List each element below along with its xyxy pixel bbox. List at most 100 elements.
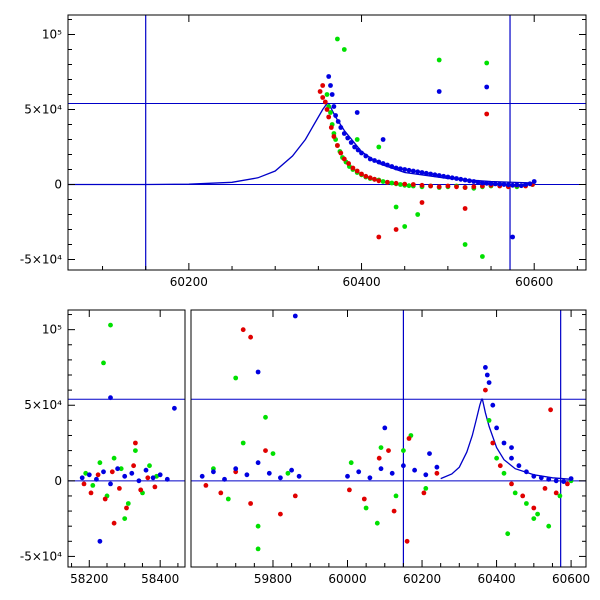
data-point-green: [97, 460, 103, 466]
data-point-blue: [510, 234, 515, 240]
data-point-blue: [510, 182, 515, 188]
data-point-blue: [380, 137, 386, 142]
data-point-blue: [376, 159, 382, 165]
data-point-blue: [553, 478, 559, 484]
data-point-blue: [483, 365, 488, 370]
axes-frame: [67, 309, 186, 568]
data-point-blue: [348, 140, 354, 145]
data-point-red: [320, 95, 326, 100]
data-point-green: [415, 212, 421, 217]
data-point-green: [462, 242, 468, 247]
data-point-blue: [143, 467, 149, 473]
plot-area: [68, 322, 185, 544]
data-point-blue: [475, 179, 481, 185]
data-point-red: [320, 83, 326, 88]
data-point-green: [436, 57, 442, 63]
data-point-red: [331, 134, 337, 139]
y-tick-label: 0: [54, 474, 62, 488]
data-point-red: [462, 185, 468, 190]
data-point-red: [328, 125, 334, 130]
axes-frame: [67, 14, 587, 271]
data-point-green: [133, 448, 138, 453]
data-point-red: [248, 501, 254, 506]
data-point-red: [218, 490, 224, 496]
data-point-green: [423, 486, 429, 491]
data-point-blue: [402, 167, 408, 172]
data-point-blue: [380, 161, 386, 166]
data-point-red: [471, 184, 477, 190]
y-tick-label: -5×10⁴: [20, 549, 62, 563]
data-point-blue: [97, 538, 103, 544]
data-point-red: [124, 505, 129, 511]
data-point-green: [402, 224, 408, 229]
data-point-blue: [492, 181, 498, 187]
data-point-blue: [484, 84, 490, 90]
data-point-red: [317, 89, 323, 94]
data-point-red: [445, 183, 451, 189]
data-point-green: [531, 516, 537, 521]
data-point-blue: [527, 181, 533, 187]
data-point-blue: [480, 180, 485, 186]
data-point-blue: [356, 469, 362, 475]
data-point-green: [90, 483, 96, 488]
data-point-red: [363, 173, 369, 179]
data-point-blue: [389, 164, 395, 169]
data-point-blue: [335, 119, 341, 124]
data-point-blue: [328, 83, 333, 88]
data-point-blue: [367, 156, 373, 162]
data-point-blue: [372, 158, 377, 163]
axes-frame: [190, 309, 587, 568]
data-point-red: [322, 99, 328, 105]
data-point-blue: [454, 176, 459, 181]
data-point-blue: [94, 476, 99, 482]
data-point-green: [335, 36, 340, 42]
data-point-blue: [568, 476, 574, 481]
data-point-green: [376, 144, 382, 150]
data-point-red: [434, 470, 440, 476]
data-point-red: [95, 472, 101, 478]
data-point-blue: [428, 171, 433, 177]
data-point-blue: [462, 177, 468, 183]
model-curve: [68, 102, 535, 186]
data-point-blue: [341, 131, 347, 136]
data-point-blue: [410, 168, 416, 174]
data-point-red: [386, 448, 391, 453]
data-point-blue: [345, 135, 351, 141]
data-point-blue: [150, 475, 156, 481]
data-point-blue: [359, 150, 364, 156]
data-point-blue: [338, 125, 344, 130]
data-point-red: [354, 168, 360, 174]
axes-segment: [67, 309, 186, 568]
data-point-green: [505, 531, 511, 537]
data-point-blue: [494, 425, 499, 431]
data-point-green: [255, 546, 261, 552]
data-point-red: [347, 487, 352, 493]
data-point-red: [248, 334, 254, 340]
data-point-blue: [398, 166, 403, 172]
data-point-blue: [255, 369, 261, 375]
data-point-red: [454, 184, 459, 190]
data-point-red: [393, 180, 399, 186]
bottom-panel: 58200 58400 59800 60000 60200 60400 60600 -5×10…: [20, 309, 590, 586]
data-point-blue: [222, 476, 227, 482]
data-point-red: [376, 234, 382, 240]
data-point-red: [376, 455, 382, 461]
data-point-green: [480, 254, 485, 259]
data-point-green: [122, 516, 128, 521]
data-point-blue: [509, 445, 514, 450]
data-point-green: [341, 47, 347, 52]
data-point-blue: [136, 478, 142, 484]
data-point-blue: [292, 313, 298, 319]
x-tick-label: 58200: [70, 572, 108, 586]
data-point-red: [278, 511, 283, 517]
data-point-green: [328, 110, 333, 115]
data-point-blue: [382, 425, 388, 431]
data-point-blue: [278, 475, 283, 481]
data-point-blue: [415, 169, 421, 175]
data-point-red: [483, 387, 488, 393]
data-point-blue: [516, 463, 522, 469]
data-point-red: [410, 182, 416, 187]
data-point-red: [419, 200, 425, 205]
data-point-green: [494, 455, 499, 461]
data-point-blue: [172, 405, 177, 411]
